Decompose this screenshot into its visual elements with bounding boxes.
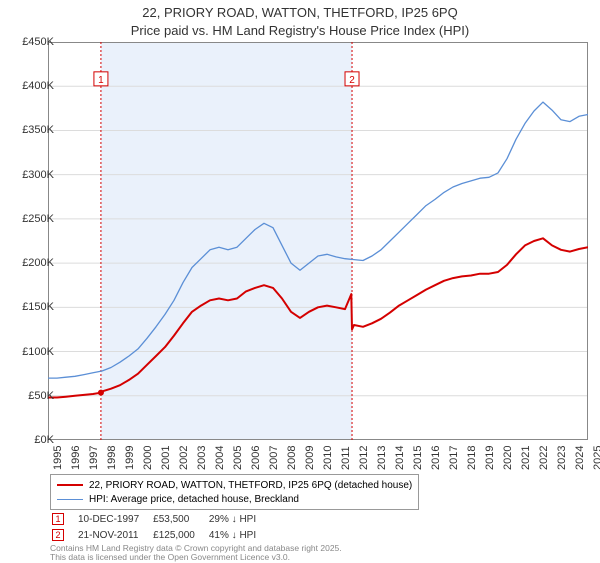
svg-text:2: 2 bbox=[349, 75, 355, 86]
x-tick-label: 2023 bbox=[556, 446, 568, 470]
x-tick-label: 1999 bbox=[124, 446, 136, 470]
x-tick-label: 2013 bbox=[376, 446, 388, 470]
x-tick-label: 2025 bbox=[592, 446, 600, 470]
x-tick-label: 2010 bbox=[322, 446, 334, 470]
y-tick-label: £0K bbox=[34, 434, 54, 446]
x-tick-label: 2005 bbox=[232, 446, 244, 470]
x-tick-label: 1996 bbox=[70, 446, 82, 470]
x-tick-label: 2011 bbox=[340, 446, 352, 470]
x-tick-label: 2003 bbox=[196, 446, 208, 470]
x-tick-label: 2006 bbox=[250, 446, 262, 470]
event-marker-box: 2 bbox=[52, 529, 64, 541]
y-tick-label: £200K bbox=[22, 257, 54, 269]
x-tick-label: 2000 bbox=[142, 446, 154, 470]
x-tick-label: 1998 bbox=[106, 446, 118, 470]
y-tick-label: £350K bbox=[22, 124, 54, 136]
x-tick-label: 2012 bbox=[358, 446, 370, 470]
event-marker-box: 1 bbox=[52, 513, 64, 525]
x-tick-label: 2017 bbox=[448, 446, 460, 470]
x-tick-label: 2024 bbox=[574, 446, 586, 470]
x-tick-label: 2002 bbox=[178, 446, 190, 470]
x-tick-label: 2008 bbox=[286, 446, 298, 470]
x-tick-label: 2022 bbox=[538, 446, 550, 470]
legend-swatch bbox=[57, 484, 83, 486]
event-date: 10-DEC-1997 bbox=[78, 512, 151, 526]
x-tick-label: 2019 bbox=[484, 446, 496, 470]
x-tick-label: 1997 bbox=[88, 446, 100, 470]
legend-label: HPI: Average price, detached house, Brec… bbox=[89, 494, 299, 505]
event-delta: 41% ↓ HPI bbox=[209, 528, 268, 542]
event-row: 1 10-DEC-1997£53,50029% ↓ HPI bbox=[52, 512, 268, 526]
title-line-2: Price paid vs. HM Land Registry's House … bbox=[131, 23, 469, 38]
x-tick-label: 2014 bbox=[394, 446, 406, 470]
x-tick-label: 2021 bbox=[520, 446, 532, 470]
y-tick-label: £400K bbox=[22, 80, 54, 92]
x-tick-label: 2016 bbox=[430, 446, 442, 470]
event-price: £125,000 bbox=[153, 528, 207, 542]
y-tick-label: £150K bbox=[22, 301, 54, 313]
legend-label: 22, PRIORY ROAD, WATTON, THETFORD, IP25 … bbox=[89, 480, 412, 491]
svg-text:1: 1 bbox=[98, 75, 104, 86]
event-row: 2 21-NOV-2011£125,00041% ↓ HPI bbox=[52, 528, 268, 542]
y-tick-label: £50K bbox=[28, 390, 54, 402]
legend-row: 22, PRIORY ROAD, WATTON, THETFORD, IP25 … bbox=[57, 478, 412, 492]
x-tick-label: 2004 bbox=[214, 446, 226, 470]
x-tick-label: 2007 bbox=[268, 446, 280, 470]
chart-plot-area: 12 bbox=[48, 42, 588, 440]
chart-container: 22, PRIORY ROAD, WATTON, THETFORD, IP25 … bbox=[0, 0, 600, 560]
event-price: £53,500 bbox=[153, 512, 207, 526]
chart-title: 22, PRIORY ROAD, WATTON, THETFORD, IP25 … bbox=[0, 0, 600, 39]
legend-swatch bbox=[57, 499, 83, 500]
x-tick-label: 2018 bbox=[466, 446, 478, 470]
x-tick-label: 2015 bbox=[412, 446, 424, 470]
x-tick-label: 2001 bbox=[160, 446, 172, 470]
y-tick-label: £250K bbox=[22, 213, 54, 225]
x-tick-label: 1995 bbox=[52, 446, 64, 470]
footer-line-2: This data is licensed under the Open Gov… bbox=[50, 552, 290, 562]
x-tick-label: 2020 bbox=[502, 446, 514, 470]
y-tick-label: £300K bbox=[22, 169, 54, 181]
events-table: 1 10-DEC-1997£53,50029% ↓ HPI 2 21-NOV-2011… bbox=[50, 510, 270, 544]
title-line-1: 22, PRIORY ROAD, WATTON, THETFORD, IP25 … bbox=[142, 5, 457, 20]
y-tick-label: £100K bbox=[22, 346, 54, 358]
x-tick-label: 2009 bbox=[304, 446, 316, 470]
y-tick-label: £450K bbox=[22, 36, 54, 48]
legend: 22, PRIORY ROAD, WATTON, THETFORD, IP25 … bbox=[50, 474, 419, 510]
legend-row: HPI: Average price, detached house, Brec… bbox=[57, 492, 412, 506]
event-date: 21-NOV-2011 bbox=[78, 528, 151, 542]
chart-svg: 12 bbox=[48, 42, 588, 440]
event-delta: 29% ↓ HPI bbox=[209, 512, 268, 526]
